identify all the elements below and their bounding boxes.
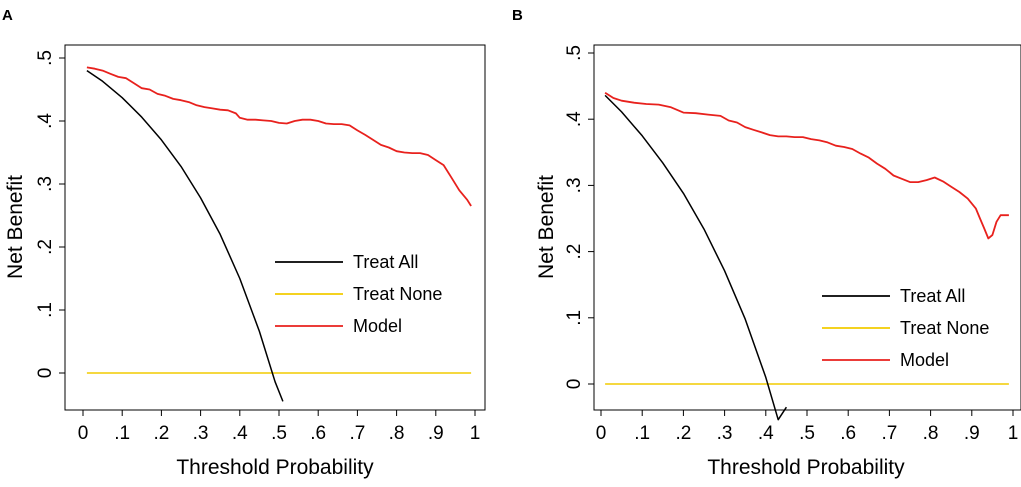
- y-tick-label-b: 0: [564, 379, 585, 390]
- y-axis-b: 0 .1 .2 .3 .4 .5: [564, 45, 594, 389]
- x-tick-label-a: .5: [271, 423, 287, 444]
- x-tick-label-b: .1: [634, 423, 650, 444]
- legend-label-treat-none-b: Treat None: [900, 318, 989, 338]
- plot-frame-a: [64, 44, 486, 411]
- x-tick-label-a: 0: [78, 423, 89, 444]
- y-tick-label-a: 0: [35, 368, 56, 379]
- x-axis-title-a: Threshold Probability: [176, 456, 374, 479]
- legend-label-model-b: Model: [900, 350, 949, 370]
- x-tick-label-b: .4: [758, 423, 774, 444]
- x-axis-a: 0 .1 .2 .3 .4 .5 .6 .7 .8 .9 1: [78, 410, 481, 444]
- legend-a: Treat All Treat None Model: [275, 252, 442, 336]
- y-tick-label-b: .3: [564, 177, 585, 193]
- legend-label-treat-all-b: Treat All: [900, 286, 965, 306]
- x-tick-label-a: .4: [232, 423, 248, 444]
- x-tick-label-a: .1: [114, 423, 130, 444]
- panel-b: B 0 .1 .2 .3 .4 .5 .6 .7 .8 .9 1 0 .1 .2 .3 .4 .5 Thres…: [512, 7, 1021, 479]
- series-line-model-a: [86, 66, 472, 207]
- legend-label-treat-none-a: Treat None: [353, 284, 442, 304]
- y-axis-a: 0 .1 .2 .3 .4 .5: [35, 50, 65, 378]
- series-line-model-b: [604, 91, 1009, 240]
- plot-frame-b: [593, 44, 1021, 411]
- x-tick-label-a: .6: [310, 423, 326, 444]
- series-group-a: [86, 66, 472, 402]
- panel-label-b: B: [512, 7, 523, 24]
- x-axis-b: 0 .1 .2 .3 .4 .5 .6 .7 .8 .9 1: [596, 410, 1019, 444]
- y-axis-title-a: Net Benefit: [4, 175, 27, 279]
- y-tick-label-a: .5: [35, 50, 56, 66]
- x-tick-label-a: .2: [153, 423, 169, 444]
- x-axis-title-b: Threshold Probability: [707, 456, 905, 479]
- series-line-treat-all-a: [86, 69, 284, 402]
- x-tick-label-b: .6: [840, 423, 856, 444]
- legend-label-treat-all-a: Treat All: [353, 252, 418, 272]
- x-tick-label-b: .8: [923, 423, 939, 444]
- legend-b: Treat All Treat None Model: [822, 286, 989, 370]
- legend-label-model-a: Model: [353, 316, 402, 336]
- panel-a: A 0 .1 .2 .3 .4 .5 .6 .7 .8 .9 1 0 .1 .2 .3 .4 .5 Thres…: [2, 7, 486, 479]
- y-axis-title-b: Net Benefit: [535, 175, 558, 279]
- x-tick-label-a: .3: [193, 423, 209, 444]
- x-tick-label-b: .9: [964, 423, 980, 444]
- panel-label-a: A: [2, 7, 13, 24]
- x-tick-label-b: .5: [799, 423, 815, 444]
- x-tick-label-b: .3: [717, 423, 733, 444]
- x-tick-label-a: .9: [428, 423, 444, 444]
- y-tick-label-a: .4: [35, 113, 56, 129]
- y-tick-label-a: .3: [35, 176, 56, 192]
- x-tick-label-a: .7: [349, 423, 365, 444]
- series-group-b: [604, 91, 1009, 421]
- series-line-treat-all-b: [604, 94, 788, 421]
- x-tick-label-a: .8: [389, 423, 405, 444]
- y-tick-label-b: .2: [564, 244, 585, 260]
- y-tick-label-a: .1: [35, 302, 56, 318]
- y-tick-label-b: .1: [564, 310, 585, 326]
- x-tick-label-b: .7: [881, 423, 897, 444]
- y-tick-label-a: .2: [35, 239, 56, 255]
- x-tick-label-b: 0: [596, 423, 607, 444]
- x-tick-label-a: 1: [470, 423, 481, 444]
- y-tick-label-b: .5: [564, 45, 585, 61]
- x-tick-label-b: 1: [1008, 423, 1019, 444]
- x-tick-label-b: .2: [675, 423, 691, 444]
- y-tick-label-b: .4: [564, 111, 585, 127]
